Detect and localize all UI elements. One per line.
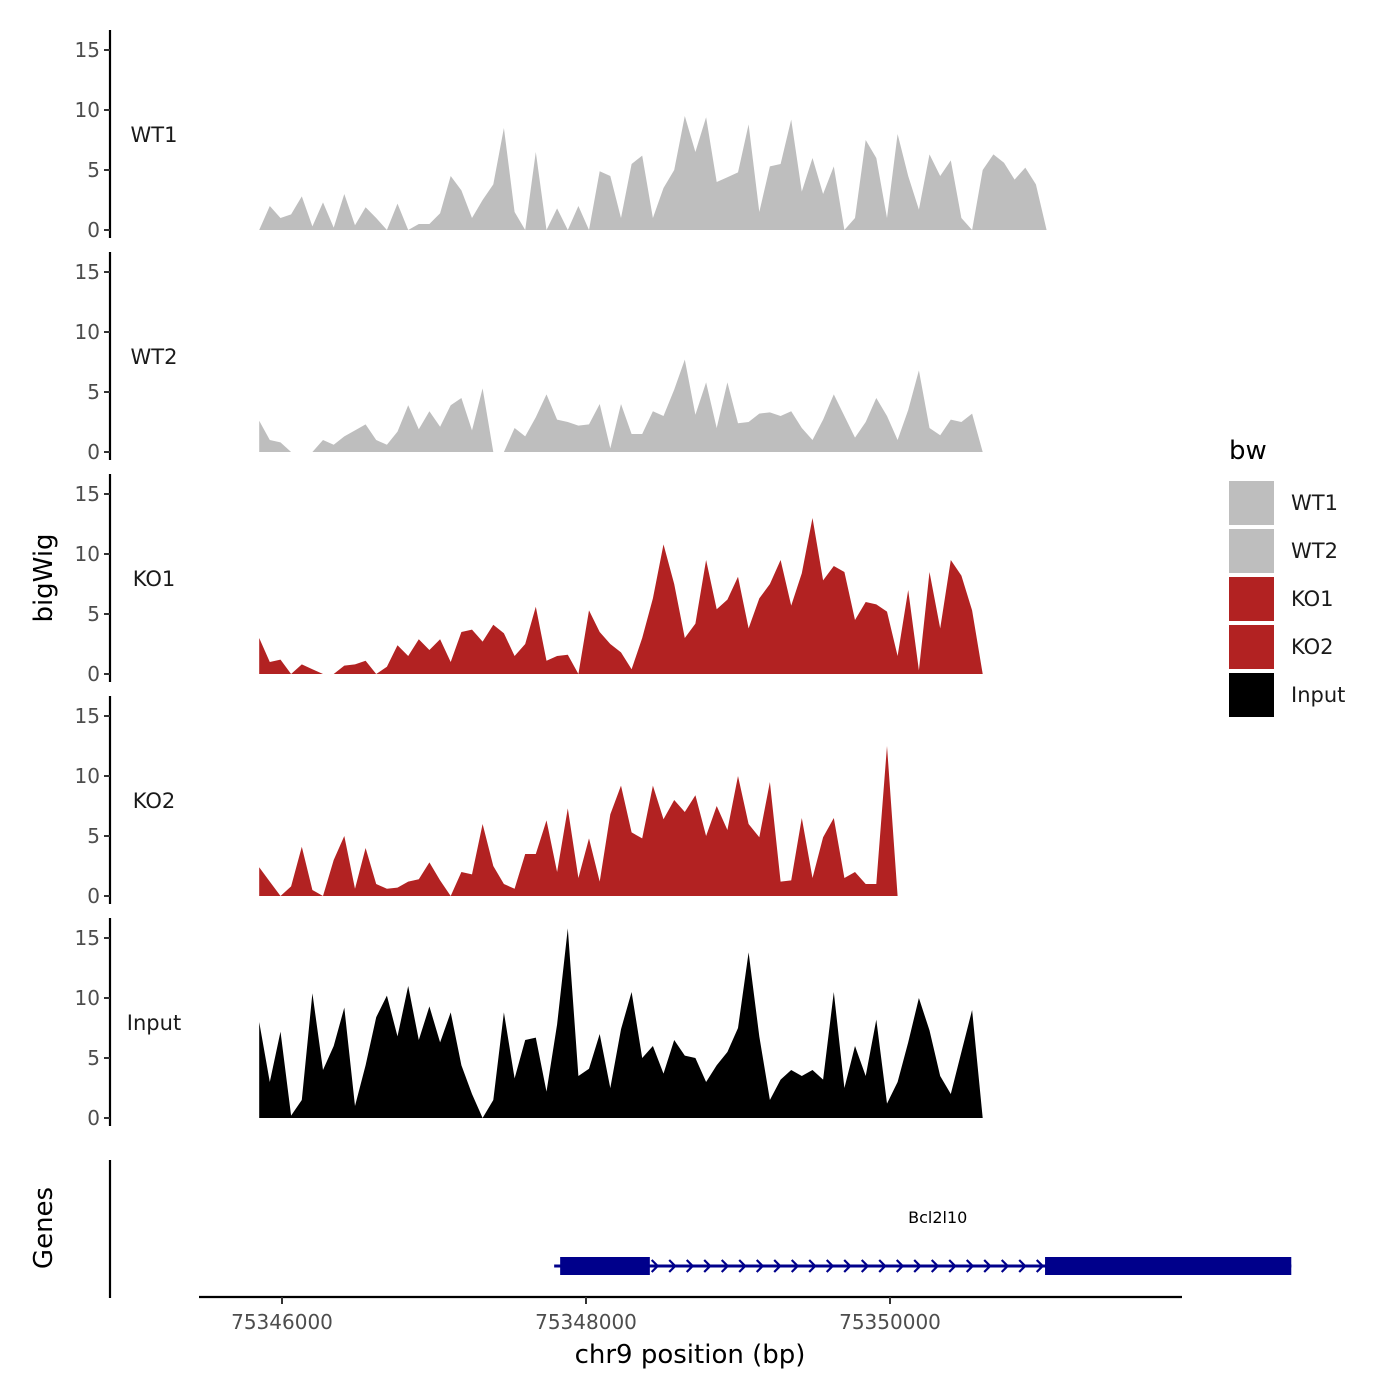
strand-arrow [738, 1259, 747, 1273]
legend-label-wt2: WT2 [1291, 539, 1338, 563]
legend-swatch-input [1229, 673, 1274, 717]
x-tick-label: 75348000 [535, 1310, 637, 1334]
track-ko2: 0 5 10 15 KO2 [75, 696, 1143, 908]
strand-arrow [843, 1259, 852, 1273]
strand-arrow [878, 1259, 887, 1273]
legend-label-ko2: KO2 [1291, 635, 1334, 659]
track-ko1: 0 5 10 15 KO1 [75, 474, 1143, 686]
strand-arrow [1035, 1259, 1045, 1273]
x-axis: 75346000 75348000 75350000 [199, 1295, 1182, 1334]
strand-arrow [895, 1259, 905, 1273]
strand-arrow [913, 1259, 922, 1273]
y-tick-label: 15 [75, 704, 100, 728]
strand-arrow [948, 1259, 957, 1273]
strand-arrow [668, 1259, 677, 1273]
track-label: KO1 [133, 567, 176, 591]
y-tick-label: 15 [75, 926, 100, 950]
strand-arrow [685, 1259, 695, 1273]
strand-arrow [703, 1259, 712, 1273]
legend-label-wt1: WT1 [1291, 491, 1338, 515]
area-ko2 [259, 746, 1143, 896]
strand-arrow [790, 1259, 800, 1273]
strand-arrow [1000, 1259, 1010, 1273]
track-label: KO2 [133, 789, 176, 813]
y-tick-label: 0 [87, 662, 100, 686]
area-input [259, 928, 1143, 1118]
y-tick-label: 10 [75, 320, 100, 344]
strand-arrow [720, 1259, 730, 1273]
legend-label-input: Input [1291, 683, 1345, 707]
strand-arrow [755, 1259, 765, 1273]
legend-title: bw [1229, 436, 1267, 466]
track-label: Input [127, 1011, 181, 1035]
y-tick-label: 5 [87, 824, 100, 848]
gene-exon [560, 1257, 650, 1275]
legend: bw WT1 WT2 KO1 KO2 Input [1229, 436, 1345, 717]
track-wt2: 0 5 10 15 WT2 [75, 252, 1143, 464]
y-tick-label: 0 [87, 218, 100, 242]
track-label: WT1 [131, 123, 178, 147]
strand-arrow [650, 1259, 660, 1273]
area-wt1 [259, 116, 1143, 230]
x-tick-label: 75350000 [839, 1310, 941, 1334]
legend-swatch-ko2 [1229, 625, 1274, 669]
strand-arrow [1018, 1259, 1027, 1273]
y-tick-label: 15 [75, 260, 100, 284]
y-tick-label: 5 [87, 158, 100, 182]
track-label: WT2 [131, 345, 178, 369]
y-tick-label: 15 [75, 38, 100, 62]
genes-axis-title: Genes [29, 1187, 59, 1269]
area-wt2 [259, 359, 1143, 452]
legend-label-ko1: KO1 [1291, 587, 1334, 611]
area-ko1 [259, 518, 1143, 674]
y-tick-label: 5 [87, 380, 100, 404]
y-tick-label: 0 [87, 1106, 100, 1130]
strand-arrow [808, 1259, 817, 1273]
coverage-tracks: 0 5 10 15 WT1 0 5 10 15 WT2 0 5 10 15 KO1 0 5 10 15 KO2 0 5 10… [75, 30, 1143, 1130]
gene-label: Bcl2l10 [908, 1208, 967, 1227]
legend-swatch-wt1 [1229, 481, 1274, 525]
x-axis-title: chr9 position (bp) [575, 1340, 806, 1370]
strand-arrow [860, 1259, 870, 1273]
y-tick-label: 5 [87, 602, 100, 626]
y-tick-label: 5 [87, 1046, 100, 1070]
y-tick-label: 10 [75, 98, 100, 122]
track-input: 0 5 10 15 Input [75, 918, 1143, 1130]
x-tick-label: 75346000 [231, 1310, 333, 1334]
strand-arrow [965, 1259, 975, 1273]
track-wt1: 0 5 10 15 WT1 [75, 30, 1143, 242]
gene-track: Bcl2l10 [108, 1160, 1292, 1298]
strand-arrow [825, 1259, 835, 1273]
y-tick-label: 10 [75, 542, 100, 566]
y-tick-label: 0 [87, 884, 100, 908]
strand-arrow [983, 1259, 992, 1273]
gene-exon [1045, 1257, 1292, 1275]
strand-arrow [773, 1259, 782, 1273]
legend-swatch-wt2 [1229, 529, 1274, 573]
y-tick-label: 15 [75, 482, 100, 506]
y-tick-label: 10 [75, 986, 100, 1010]
strand-arrow [930, 1259, 940, 1273]
y-tick-label: 0 [87, 440, 100, 464]
legend-swatch-ko1 [1229, 577, 1274, 621]
y-tick-label: 10 [75, 764, 100, 788]
y-axis-title: bigWig [29, 533, 59, 622]
